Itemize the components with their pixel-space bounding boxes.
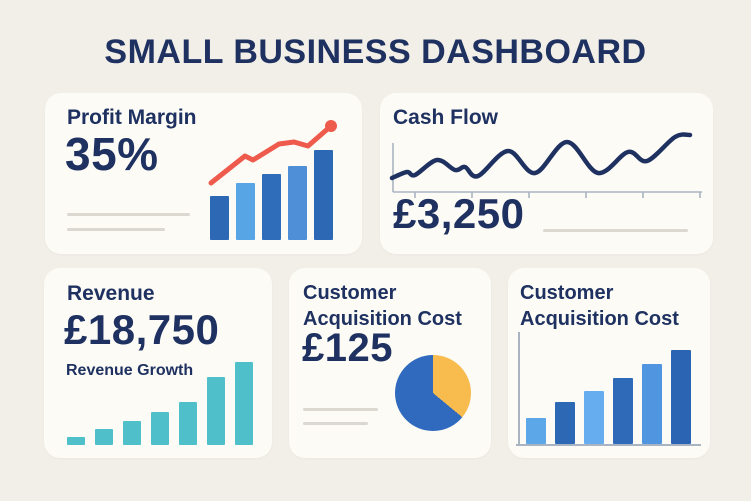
cac-pie-title-line2: Acquisition Cost [303, 308, 462, 330]
placeholder-line [303, 408, 378, 411]
y-axis [518, 332, 520, 446]
page-title: SMALL BUSINESS DASHBOARD [104, 33, 647, 71]
card-cash-flow: Cash Flow £3,250 [380, 93, 713, 254]
placeholder-line [303, 422, 368, 425]
placeholder-line [67, 228, 165, 231]
placeholder-line [67, 213, 190, 216]
bar [555, 402, 575, 444]
revenue-growth-bar-chart [67, 362, 257, 445]
bar [179, 402, 197, 445]
bar [67, 437, 85, 445]
revenue-growth-label: Revenue Growth [66, 362, 194, 379]
trend-dot [325, 120, 337, 132]
placeholder-line [543, 229, 688, 232]
bar [207, 377, 225, 445]
cac-bar-chart [526, 350, 691, 444]
bar [584, 391, 604, 444]
bar [314, 150, 333, 240]
cac-bars-title-line2: Acquisition Cost [520, 308, 679, 330]
cac-pie-chart [395, 355, 471, 431]
cash-flow-line-chart [389, 132, 702, 198]
bar [613, 378, 633, 444]
bar [95, 429, 113, 445]
cash-flow-value: £3,250 [393, 190, 525, 237]
bar [671, 350, 691, 444]
profit-margin-title: Profit Margin [67, 106, 197, 129]
bar [236, 183, 255, 240]
bar [151, 412, 169, 445]
bar [262, 174, 281, 240]
bar [210, 196, 229, 240]
cash-flow-line [389, 132, 693, 181]
card-profit-margin: Profit Margin 35% [45, 93, 362, 254]
profit-margin-bar-chart [208, 119, 342, 240]
bar [642, 364, 662, 444]
revenue-value: £18,750 [64, 306, 220, 353]
bar [526, 418, 546, 444]
trend-line-overlay [208, 120, 337, 186]
bar [288, 166, 307, 240]
card-revenue: Revenue £18,750 Revenue Growth [44, 268, 272, 458]
x-axis [516, 444, 701, 446]
card-customer-acquisition-cost-pie: Customer Acquisition Cost £125 [289, 268, 491, 458]
cac-bars-title: Customer Acquisition Cost [520, 280, 679, 332]
bar [123, 421, 141, 445]
trend-line [208, 123, 334, 186]
cash-flow-title: Cash Flow [393, 106, 499, 129]
cac-value: £125 [302, 326, 393, 370]
cac-bars-plot-area [516, 332, 701, 446]
bar [235, 362, 253, 445]
revenue-title: Revenue [67, 282, 155, 305]
cac-pie-title: Customer Acquisition Cost [303, 280, 462, 332]
card-customer-acquisition-cost-bars: Customer Acquisition Cost [508, 268, 710, 458]
cac-pie-title-line1: Customer [303, 282, 397, 304]
profit-margin-value: 35% [65, 128, 159, 180]
cac-bars-title-line1: Customer [520, 282, 614, 304]
